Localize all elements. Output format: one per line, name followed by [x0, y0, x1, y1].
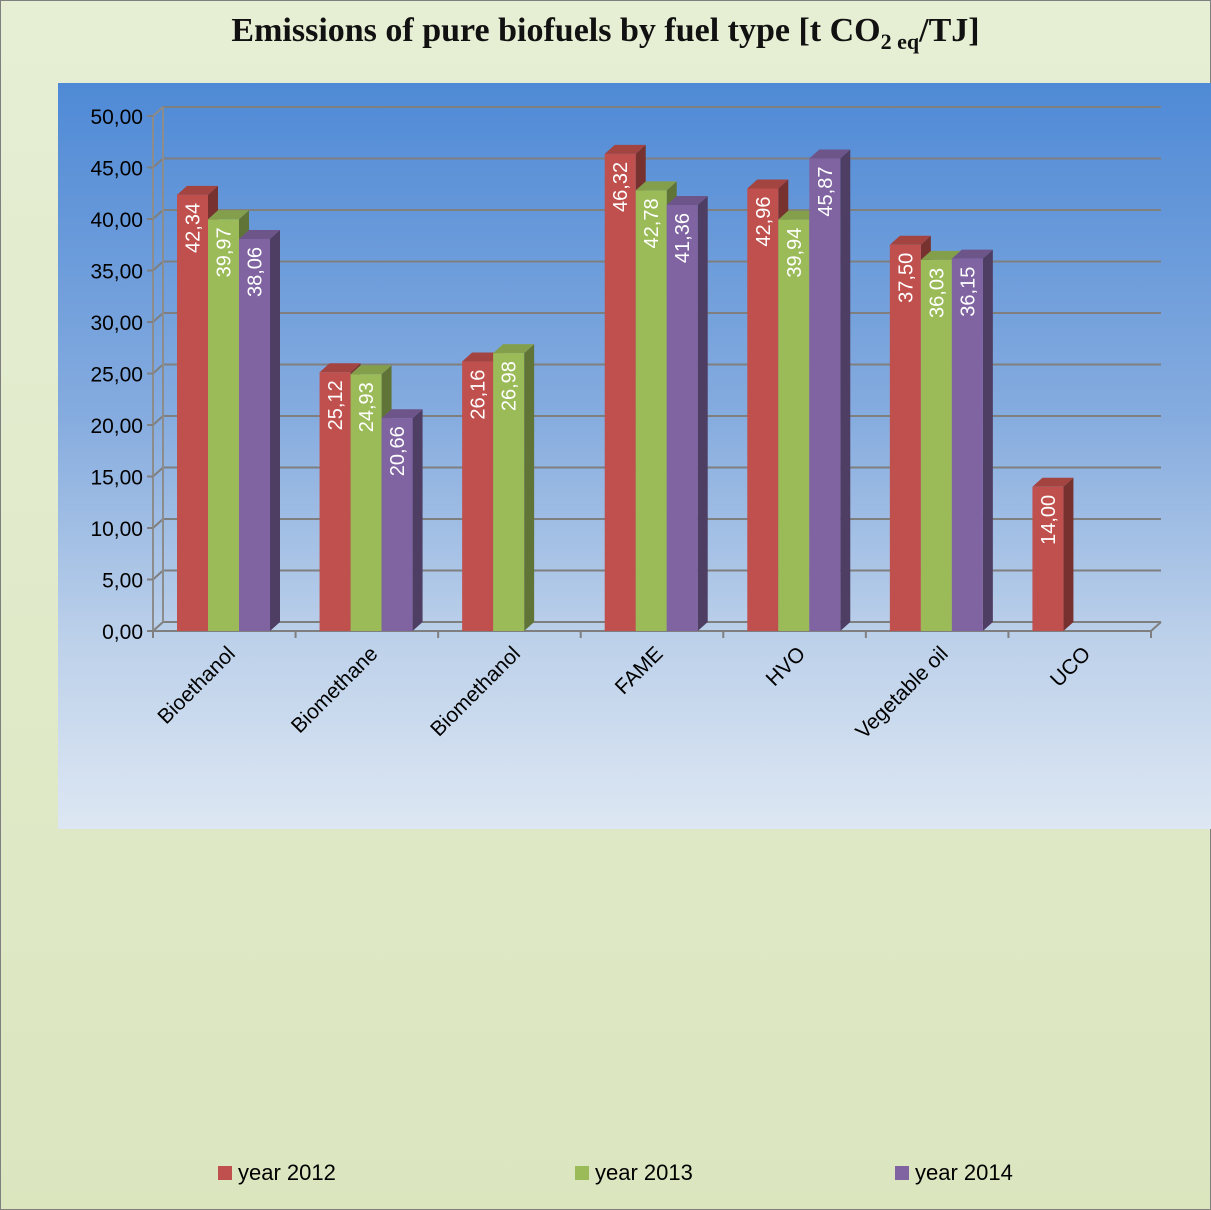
bar [493, 353, 525, 631]
bar-top [951, 249, 993, 259]
chart-title-end: /TJ] [919, 12, 980, 49]
data-label: 36,03 [926, 268, 948, 318]
bar-side [412, 409, 423, 631]
bar-top [462, 352, 504, 362]
x-category-label: Bioethanol [153, 642, 239, 728]
data-label: 39,97 [214, 227, 236, 277]
gridline [152, 106, 1161, 117]
bar [319, 372, 351, 631]
y-tick-label: 20,00 [90, 415, 143, 438]
bar [208, 219, 239, 631]
legend-item: year 2014 [895, 1153, 1013, 1193]
y-tick-label: 10,00 [90, 518, 143, 541]
bar-top [778, 210, 820, 220]
bar-top [381, 409, 423, 419]
bar [889, 244, 921, 631]
legend-swatch [575, 1166, 589, 1180]
y-axis-top-edge [152, 106, 164, 117]
legend-label: year 2013 [595, 1160, 693, 1185]
bar-top [920, 250, 962, 260]
bar [747, 188, 779, 631]
y-tick-label: 30,00 [90, 312, 143, 335]
x-category-label: FAME [611, 642, 668, 699]
data-label: 41,36 [672, 213, 694, 263]
bar [666, 204, 698, 631]
bar-top [493, 344, 535, 354]
y-tick-label: 0,00 [102, 621, 143, 644]
bar [1032, 486, 1064, 631]
bar-side [697, 195, 708, 631]
bar-chart: 0,00 5,00 10,00 15,00 20,00 25,00 30,00 35,00 40… [90, 106, 1162, 744]
data-label: 42,96 [753, 197, 775, 247]
data-label: 24,93 [356, 382, 378, 432]
y-tick-label: 35,00 [90, 261, 143, 284]
bar [920, 259, 952, 631]
legend-swatch [218, 1166, 232, 1180]
bar-side [1063, 477, 1074, 631]
bar-side [982, 249, 993, 631]
bar [635, 190, 667, 631]
y-tick-label: 15,00 [90, 467, 143, 490]
x-category-label: HVO [762, 642, 810, 690]
chart-title-main: Emissions of pure biofuels by fuel type … [231, 12, 881, 49]
y-tick-label: 25,00 [90, 364, 143, 387]
y-tick-label: 45,00 [90, 158, 143, 181]
data-label: 20,66 [387, 426, 409, 476]
y-tick-label: 5,00 [102, 570, 143, 593]
bar [350, 374, 382, 631]
legend: year 2012 year 2013 year 2014 [0, 1153, 1211, 1193]
y-tick-label: 50,00 [90, 106, 143, 129]
bar-side [524, 344, 535, 631]
chart-title: Emissions of pure biofuels by fuel type … [0, 12, 1211, 55]
bar-top [747, 179, 789, 189]
data-label: 37,50 [895, 253, 917, 303]
bar-top [635, 181, 677, 191]
bar-top [889, 235, 931, 245]
x-category-label: UCO [1046, 642, 1095, 691]
bar [604, 153, 636, 632]
bar [462, 361, 494, 631]
bar-top [809, 149, 851, 159]
data-label: 42,78 [641, 198, 663, 248]
bar [177, 194, 208, 631]
bar [809, 158, 841, 631]
bar-top [177, 185, 218, 195]
data-label: 46,32 [610, 162, 632, 212]
data-label: 25,12 [325, 380, 347, 430]
bars [177, 144, 1074, 632]
y-tick-label: 40,00 [90, 209, 143, 232]
bar [951, 258, 983, 631]
x-category-label: Biomethane [287, 642, 383, 738]
data-label: 14,00 [1038, 495, 1060, 545]
legend-label: year 2014 [915, 1160, 1013, 1185]
data-label: 39,94 [784, 228, 806, 278]
bar-side [840, 149, 851, 631]
data-label: 38,06 [245, 247, 267, 297]
bar-top [239, 229, 280, 239]
x-category-label: Biomethanol [426, 642, 525, 741]
data-label: 26,16 [468, 370, 490, 420]
legend-swatch [895, 1166, 909, 1180]
gridline [152, 157, 1161, 169]
bar [239, 238, 270, 631]
bar-top [604, 144, 646, 154]
x-category-label: Vegetable oil [851, 642, 952, 743]
bar [381, 418, 413, 631]
chart-title-subscript: 2 eq [880, 28, 920, 54]
bar-top [1032, 477, 1074, 487]
bar-top [319, 363, 361, 373]
legend-item: year 2012 [218, 1153, 336, 1193]
bar-top [208, 210, 249, 220]
legend-label: year 2012 [238, 1160, 336, 1185]
bar-top [350, 365, 392, 375]
legend-item: year 2013 [575, 1153, 693, 1193]
data-label: 42,34 [183, 203, 205, 253]
bar [778, 219, 810, 632]
data-label: 45,87 [815, 167, 837, 217]
data-label: 26,98 [499, 361, 521, 411]
data-label: 36,15 [957, 267, 979, 317]
bar-side [270, 229, 280, 631]
bar-top [666, 195, 708, 205]
